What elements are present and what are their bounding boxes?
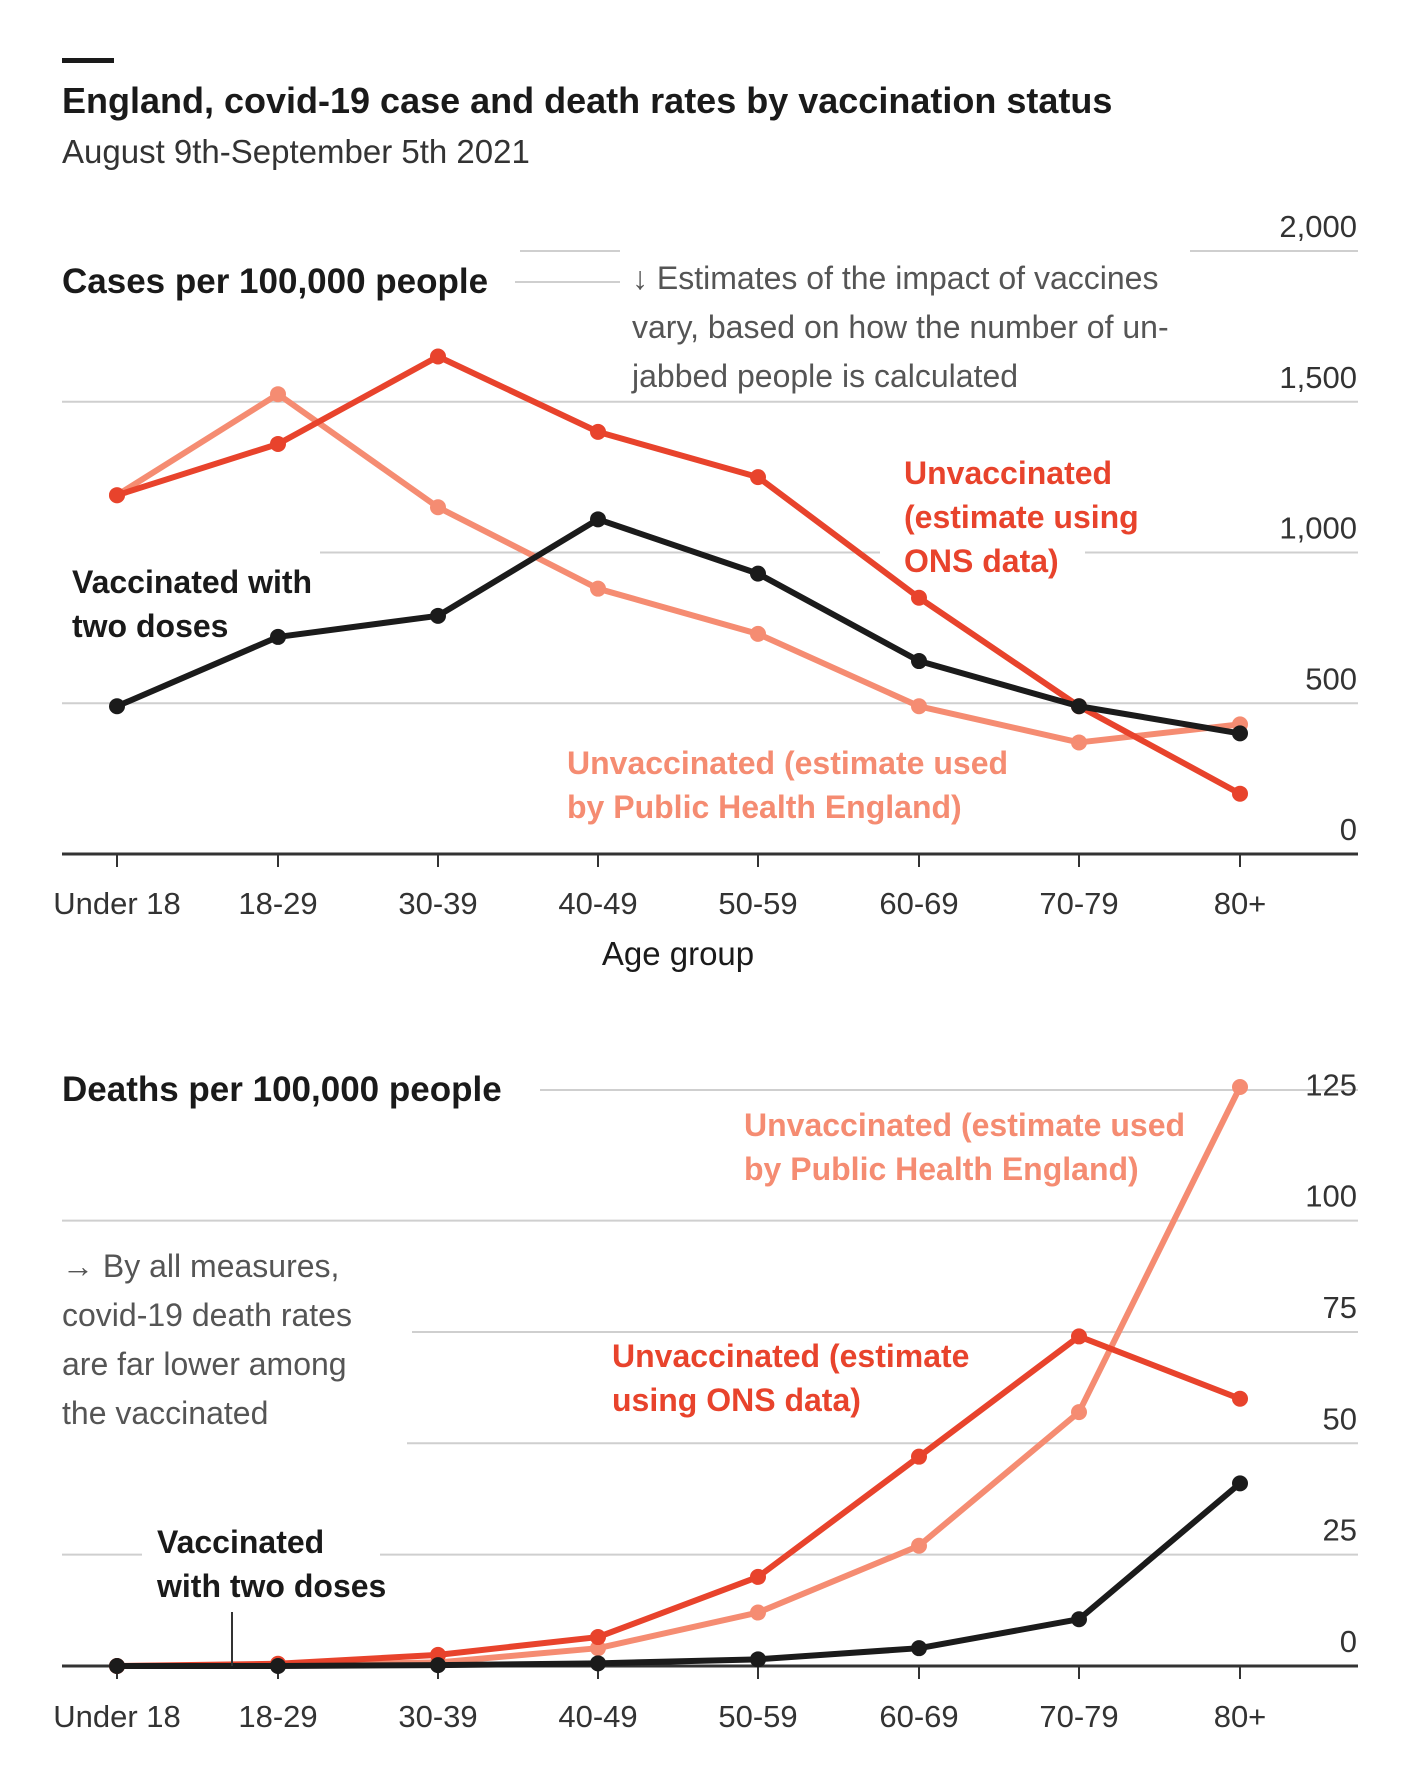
panel1-point-ons-5 <box>911 589 927 606</box>
panel1-ytick-label: 0 <box>1340 812 1357 847</box>
panel2-ytick-label: 75 <box>1323 1290 1357 1325</box>
panel2-annotation-phe: Unvaccinated (estimate used <box>744 1107 1185 1143</box>
panel1-point-ons-1 <box>270 435 286 452</box>
panel2-annotation-note: are far lower among <box>62 1346 347 1382</box>
chart-title: England, covid-19 case and death rates b… <box>62 80 1113 121</box>
panel2-point-phe-7 <box>1232 1079 1248 1095</box>
panel1-point-vaccinated-3 <box>590 511 606 528</box>
panel1-point-vaccinated-4 <box>750 565 766 582</box>
panel1-ytick-label: 1,000 <box>1279 511 1357 546</box>
panel1-annotation-phe: by Public Health England) <box>567 789 962 825</box>
panel1-x-tick-label: Under 18 <box>53 886 181 921</box>
panel2-point-vaccinated-0 <box>109 1658 125 1674</box>
panel2-ytick-label: 50 <box>1323 1401 1357 1436</box>
panel1-point-phe-1 <box>270 386 286 403</box>
panel2-ytick-label: 100 <box>1305 1179 1357 1214</box>
panel2-point-vaccinated-3 <box>590 1655 606 1672</box>
panel1-point-ons-3 <box>590 423 606 440</box>
panel1-x-tick-label: 70-79 <box>1039 886 1118 921</box>
panel1-point-phe-3 <box>590 580 606 597</box>
panel2-ytick-label: 125 <box>1305 1067 1357 1102</box>
panel2-point-vaccinated-4 <box>750 1651 766 1668</box>
panel2-annotation-phe: by Public Health England) <box>744 1151 1139 1187</box>
panel1-x-tick-label: 50-59 <box>718 886 797 921</box>
panel2-x-tick-label: 30-39 <box>398 1699 477 1734</box>
panel2-point-phe-4 <box>750 1604 766 1621</box>
panel2-x-tick-label: 40-49 <box>558 1699 637 1734</box>
panel1-annotation-vac: Vaccinated with <box>72 564 312 600</box>
panel1-point-ons-0 <box>109 487 125 504</box>
header-rule <box>62 58 114 63</box>
panel1-x-tick-label: 18-29 <box>238 886 317 921</box>
panel1-annotation-ons: (estimate using <box>904 499 1139 535</box>
panel2-point-ons-4 <box>750 1568 766 1585</box>
panel1-point-ons-2 <box>430 348 446 365</box>
panel1-point-phe-2 <box>430 499 446 516</box>
panel1-point-phe-4 <box>750 625 766 642</box>
panel2-point-phe-3 <box>590 1640 606 1657</box>
panel2-point-ons-3 <box>590 1629 606 1646</box>
panel2-ytick-label: 25 <box>1323 1513 1357 1548</box>
panel1-ytick-label: 1,500 <box>1279 360 1357 395</box>
panel1-point-vaccinated-7 <box>1232 725 1248 742</box>
panel2-point-vaccinated-6 <box>1071 1611 1087 1628</box>
panel2-x-tick-label: 18-29 <box>238 1699 317 1734</box>
panel2-annotation-note: → By all measures, <box>62 1248 339 1284</box>
panel1-x-tick-label: 30-39 <box>398 886 477 921</box>
panel2-point-phe-6 <box>1071 1404 1087 1421</box>
panel2-annotation-ons: using ONS data) <box>612 1382 861 1418</box>
panel1-annotation-note: ↓ Estimates of the impact of vaccines <box>632 260 1158 296</box>
panel1-line-vaccinated <box>115 516 1241 737</box>
panel2-x-tick-label: 70-79 <box>1039 1699 1118 1734</box>
panel2-annotation-vac: Vaccinated <box>157 1524 324 1560</box>
panel1-annotation-phe: Unvaccinated (estimate used <box>567 745 1008 781</box>
panel2-annotation-ons: Unvaccinated (estimate <box>612 1338 969 1374</box>
panel1-x-axis-title: Age group <box>602 935 754 972</box>
panel1-annotation-vac: two doses <box>72 608 228 644</box>
panel1-x-tick-label: 60-69 <box>879 886 958 921</box>
panel1-x-tick-label: 40-49 <box>558 886 637 921</box>
panel2-point-ons-6 <box>1071 1328 1087 1345</box>
panel2-title: Deaths per 100,000 people <box>62 1070 502 1109</box>
panel2-point-vaccinated-5 <box>911 1640 927 1657</box>
panel2-x-tick-label: Under 18 <box>53 1699 181 1734</box>
panel2-x-tick-label: 50-59 <box>718 1699 797 1734</box>
panel1-annotation-ons: Unvaccinated <box>904 455 1112 491</box>
panel2-x-tick-label: 80+ <box>1214 1699 1267 1734</box>
panel1-line-ons <box>116 353 1242 797</box>
panel1-point-vaccinated-1 <box>270 628 286 645</box>
panel2-annotation-vac: with two doses <box>156 1568 386 1604</box>
chart-subtitle: August 9th-September 5th 2021 <box>62 133 530 170</box>
panel2-annotation-note: covid-19 death rates <box>62 1297 352 1333</box>
panel2-point-phe-5 <box>911 1537 927 1554</box>
panel2-line-ons <box>116 1333 1242 1669</box>
panel2-point-vaccinated-1 <box>270 1658 286 1674</box>
panel2-x-tick-label: 60-69 <box>879 1699 958 1734</box>
panel1-title: Cases per 100,000 people <box>62 262 488 301</box>
panel1-point-ons-7 <box>1232 785 1248 802</box>
panel1-point-vaccinated-2 <box>430 607 446 624</box>
panel1-line-phe <box>115 391 1241 746</box>
panel1-annotation-note: vary, based on how the number of un- <box>632 309 1169 345</box>
panel2-annotation-note: the vaccinated <box>62 1395 268 1431</box>
panel2-point-vaccinated-2 <box>430 1657 446 1674</box>
panel2-point-ons-7 <box>1232 1390 1248 1407</box>
panel2-ytick-label: 0 <box>1340 1624 1357 1659</box>
panel1-point-phe-6 <box>1071 734 1087 751</box>
panel1-point-ons-4 <box>750 469 766 486</box>
panel2-point-vaccinated-7 <box>1232 1475 1248 1492</box>
panel1-x-tick-label: 80+ <box>1214 886 1267 921</box>
panel1-ytick-label: 500 <box>1305 661 1357 696</box>
panel1-point-vaccinated-0 <box>109 698 125 715</box>
panel1-annotation-note: jabbed people is calculated <box>631 358 1018 394</box>
panel1-point-vaccinated-6 <box>1071 698 1087 715</box>
panel2-point-ons-5 <box>911 1448 927 1465</box>
panel2-line-vaccinated <box>117 1481 1242 1669</box>
panel1-annotation-ons: ONS data) <box>904 543 1059 579</box>
panel1-point-phe-5 <box>911 698 927 715</box>
panel1-ytick-label: 2,000 <box>1279 209 1357 244</box>
panel1-point-vaccinated-5 <box>911 653 927 670</box>
